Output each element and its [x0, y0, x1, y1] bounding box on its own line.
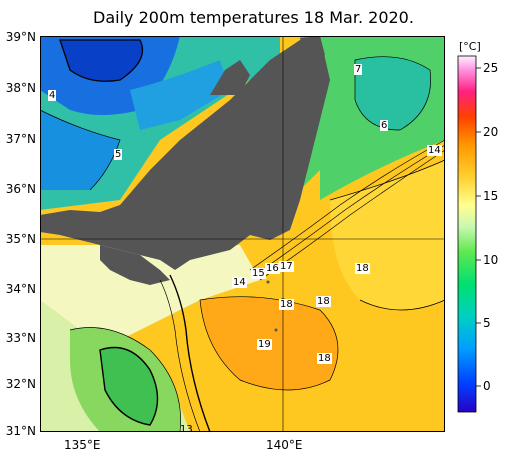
contour-label: 17: [279, 261, 294, 272]
contour-label: 13: [180, 424, 193, 435]
lat-label: 32°N: [5, 377, 36, 391]
lat-label: 35°N: [5, 232, 36, 246]
lat-label: 36°N: [5, 182, 36, 196]
contour-label: 16: [265, 263, 280, 274]
contour-label: 18: [317, 353, 332, 364]
contour-label: 14: [232, 277, 247, 288]
lat-label: 34°N: [5, 282, 36, 296]
contour-label: 7: [354, 64, 363, 75]
map-title: Daily 200m temperatures 18 Mar. 2020.: [93, 8, 414, 27]
colorbar-tick: 5: [483, 316, 491, 330]
contour-label: 4: [48, 90, 57, 101]
colorbar-unit: [°C]: [459, 40, 481, 53]
colorbar-tick: 25: [483, 61, 499, 75]
colorbar: [457, 55, 481, 413]
contour-lines: [39, 39, 446, 433]
lon-label: 140°E: [266, 438, 303, 452]
lat-label: 39°N: [5, 30, 36, 44]
colorbar-tick: 20: [483, 125, 499, 139]
lat-label: 37°N: [5, 132, 36, 146]
contour-label: 6: [380, 120, 389, 131]
colorbar-tick: 10: [483, 253, 499, 267]
colorbar-tick: 15: [483, 189, 499, 203]
lat-label: 33°N: [5, 331, 36, 345]
contour-label: 18: [316, 296, 331, 307]
lat-label: 31°N: [5, 424, 36, 438]
colorbar-tick: 0: [483, 379, 491, 393]
contour-label: 14: [427, 145, 442, 156]
contour-label: 18: [355, 263, 370, 274]
lon-label: 135°E: [64, 438, 101, 452]
contour-label: 5: [114, 149, 123, 160]
contour-label: 19: [257, 339, 272, 350]
lat-label: 38°N: [5, 81, 36, 95]
grid-lines: [40, 36, 445, 432]
contour-label: 18: [279, 299, 294, 310]
land-area: [40, 36, 330, 332]
map-frame: [40, 36, 445, 432]
contour-label: 15: [251, 268, 266, 279]
